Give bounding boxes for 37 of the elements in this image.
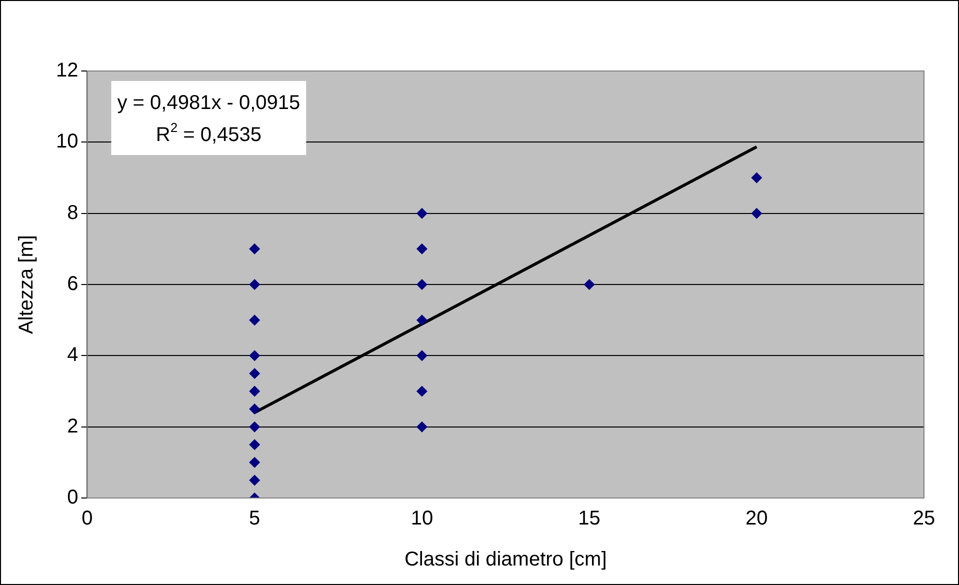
point	[751, 208, 762, 219]
point	[249, 243, 260, 254]
point	[751, 172, 762, 184]
x-tick-label: 10	[410, 508, 434, 530]
y-tick-label: 4	[67, 344, 78, 366]
point	[249, 474, 260, 486]
point	[416, 279, 428, 290]
point	[416, 208, 428, 219]
point	[249, 368, 260, 379]
x-tick-label: 0	[82, 508, 93, 530]
y-tick-label: 6	[67, 273, 78, 296]
point	[416, 386, 428, 397]
point	[584, 279, 595, 290]
y-tick-label: 0	[67, 486, 78, 509]
y-tick-label: 12	[56, 60, 78, 82]
y-tick-label: 8	[67, 202, 78, 224]
point	[249, 456, 260, 468]
point	[249, 350, 260, 362]
x-tick-label: 5	[249, 508, 260, 530]
annotation: y = 0,4981x - 0,0915	[117, 92, 300, 114]
x-tick-label: 15	[578, 508, 600, 530]
point	[249, 314, 260, 326]
x-tick-label: 25	[912, 508, 936, 530]
point	[249, 421, 260, 432]
point	[416, 243, 428, 254]
point	[416, 350, 428, 362]
point	[249, 404, 260, 415]
y-tick-label: 10	[56, 130, 78, 153]
point	[249, 439, 260, 450]
point	[416, 421, 428, 432]
y-tick-label: 2	[67, 415, 78, 438]
point	[416, 314, 428, 326]
point	[249, 279, 260, 290]
y-axis-title: Altezza [m]	[16, 235, 38, 334]
x-tick-label: 20	[746, 508, 768, 530]
point	[249, 386, 260, 397]
x-axis-title: Classi di diametro [cm]	[404, 548, 607, 571]
